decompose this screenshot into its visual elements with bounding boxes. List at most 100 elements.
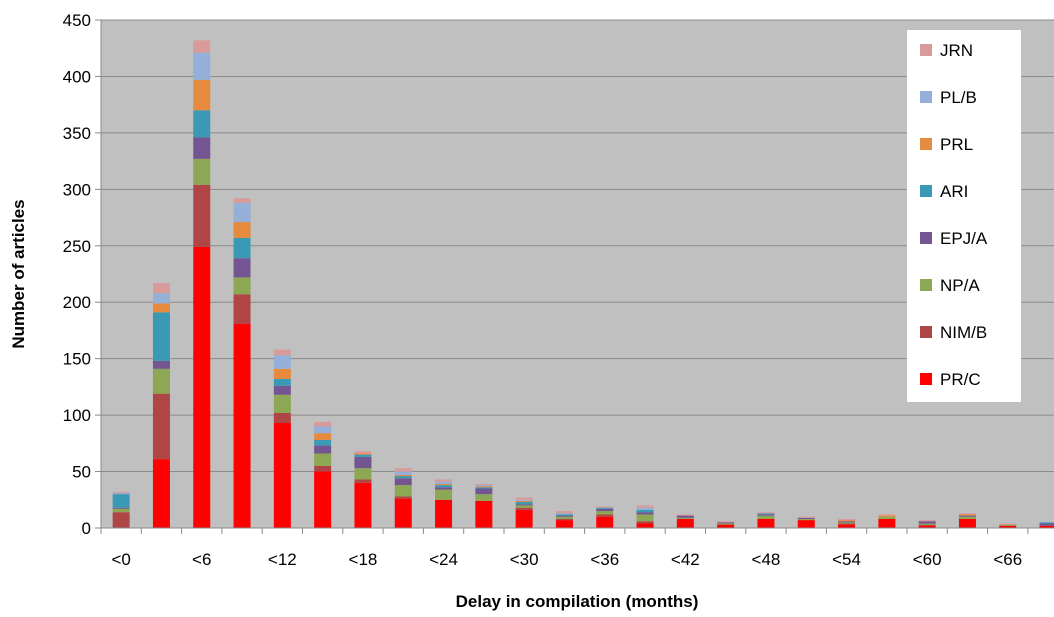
bar-segment [435, 485, 453, 488]
bar-stack [233, 198, 251, 528]
bar-segment [636, 509, 654, 513]
bar-segment [515, 497, 533, 500]
bar-segment [797, 517, 815, 519]
y-tick-label: 150 [63, 350, 91, 369]
bar-stack [1039, 522, 1054, 528]
bar-segment [918, 525, 936, 528]
bar-segment [314, 465, 332, 472]
x-tick-label: <18 [349, 550, 378, 569]
bar-segment [112, 493, 130, 495]
x-axis: <0 <6 <12 <18 <24 <30 <36 <42 <48 <54 <60 <66 [100, 527, 1054, 569]
bar-segment [757, 513, 775, 515]
bar-segment [555, 514, 573, 516]
legend-box [907, 30, 1021, 402]
bar-segment [233, 202, 251, 223]
x-tick-label: <54 [832, 550, 861, 569]
bar-segment [112, 512, 130, 528]
bar-segment [555, 511, 573, 514]
bar-stack [394, 468, 412, 528]
legend-swatch [920, 279, 932, 291]
bar-segment [676, 517, 694, 519]
bar-segment [757, 514, 775, 516]
bar-segment [152, 312, 170, 361]
bar-segment [676, 514, 694, 516]
bar-stack [435, 479, 453, 528]
legend-label: ARI [940, 182, 968, 201]
bar-segment [515, 507, 533, 510]
legend-swatch [920, 232, 932, 244]
bar-segment [717, 521, 735, 523]
bar-segment [918, 521, 936, 524]
bar-segment [152, 303, 170, 313]
legend-item: PRL [920, 135, 973, 154]
bar-segment [394, 496, 412, 499]
bar-stack [958, 513, 976, 528]
bar-stack [999, 523, 1017, 528]
bar-segment [112, 507, 130, 509]
bar-segment [757, 512, 775, 514]
bar-segment [314, 433, 332, 440]
x-tick-label: <42 [671, 550, 700, 569]
legend-label: PL/B [940, 88, 977, 107]
bar-segment [273, 385, 291, 395]
bar-segment [152, 459, 170, 528]
bar-stack [314, 421, 332, 528]
legend-label: PR/C [940, 370, 981, 389]
bar-segment [838, 523, 856, 525]
bar-segment [636, 505, 654, 508]
bar-segment [435, 481, 453, 484]
bars [112, 40, 1054, 528]
bar-stack [273, 349, 291, 528]
bar-segment [233, 237, 251, 259]
bar-segment [233, 294, 251, 324]
bar-segment [394, 476, 412, 479]
y-axis-title: Number of articles [9, 199, 28, 348]
bar-stack [152, 283, 170, 528]
x-tick-label: <6 [192, 550, 211, 569]
bar-stack [838, 518, 856, 528]
bar-segment [314, 439, 332, 446]
bar-segment [394, 474, 412, 477]
bar-stack [878, 514, 896, 528]
bar-segment [152, 283, 170, 294]
bar-segment [596, 516, 614, 528]
bar-segment [878, 516, 896, 519]
bar-segment [757, 518, 775, 528]
bar-segment [838, 520, 856, 522]
bar-segment [918, 523, 936, 525]
bar-stack [475, 483, 493, 528]
bar-segment [555, 513, 573, 515]
bar-segment [636, 507, 654, 510]
bar-segment [314, 421, 332, 427]
legend-item: EPJ/A [920, 229, 988, 248]
bar-segment [515, 500, 533, 503]
bar-segment [233, 258, 251, 278]
bar-segment [596, 511, 614, 515]
bar-segment [596, 506, 614, 508]
bar-segment [394, 498, 412, 528]
bar-segment [596, 508, 614, 512]
bar-segment [475, 500, 493, 528]
x-tick-label: <36 [590, 550, 619, 569]
bar-segment [354, 451, 372, 454]
legend-swatch [920, 44, 932, 56]
bar-segment [797, 518, 815, 521]
bar-stack [676, 514, 694, 528]
bar-segment [394, 485, 412, 497]
bar-segment [354, 479, 372, 483]
bar-segment [797, 520, 815, 528]
bar-segment [475, 483, 493, 486]
bar-segment [314, 471, 332, 528]
bar-segment [797, 516, 815, 518]
bar-segment [999, 523, 1017, 525]
x-tick-label: <60 [913, 550, 942, 569]
bar-segment [112, 508, 130, 513]
bar-segment [233, 222, 251, 238]
bar-segment [918, 524, 936, 526]
bar-segment [273, 355, 291, 369]
bar-segment [555, 520, 573, 528]
bar-stack [354, 451, 372, 528]
y-tick-label: 200 [63, 293, 91, 312]
bar-segment [878, 514, 896, 516]
bar-segment [555, 518, 573, 521]
